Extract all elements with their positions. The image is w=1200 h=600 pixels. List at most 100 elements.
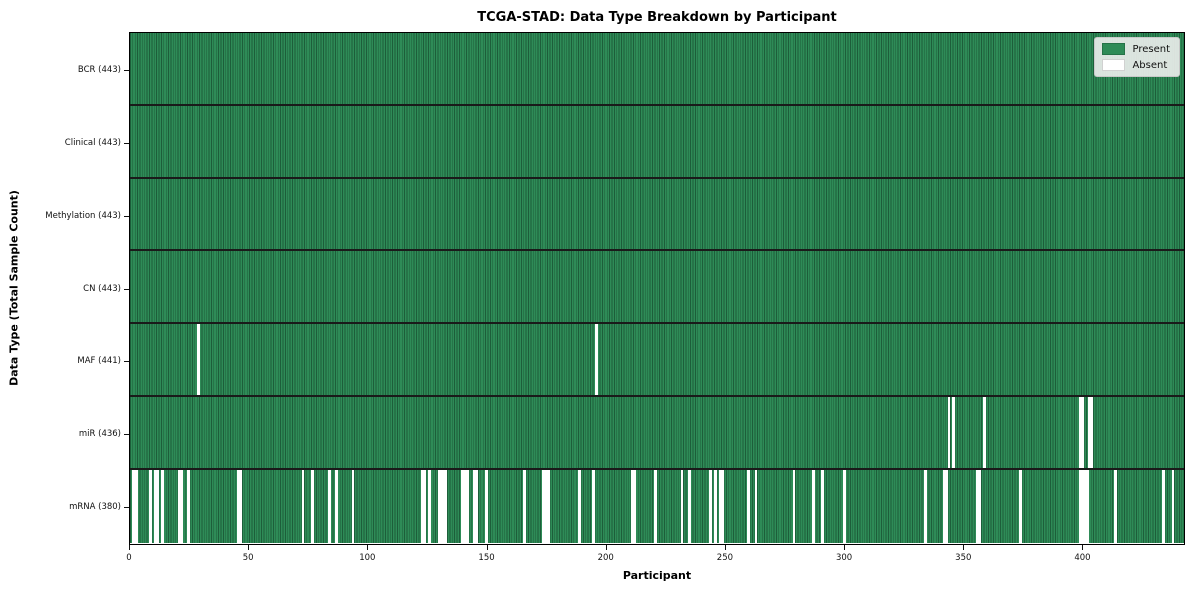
- absent-cell: [1019, 469, 1022, 543]
- absent-cell: [578, 469, 581, 543]
- absent-cell: [523, 469, 527, 543]
- x-tick-mark: [844, 545, 846, 550]
- x-tick-label-0: 0: [126, 553, 132, 563]
- y-tick-mark: [124, 434, 129, 436]
- absent-cell: [437, 469, 441, 543]
- x-tick-mark: [605, 545, 607, 550]
- absent-cell: [463, 469, 467, 543]
- absent-cell: [177, 469, 181, 543]
- absent-cell: [976, 469, 979, 543]
- absent-cell: [687, 469, 691, 543]
- absent-cell: [1114, 469, 1118, 543]
- y-tick-label-cn: CN (443): [83, 283, 121, 294]
- x-tick-label-300: 300: [835, 553, 853, 563]
- absent-cell: [547, 469, 550, 543]
- absent-cell: [132, 469, 136, 543]
- absent-cell: [718, 469, 722, 543]
- absent-cell: [542, 469, 546, 543]
- absent-cell: [420, 469, 424, 543]
- absent-cell: [187, 469, 190, 543]
- absent-cell: [1081, 469, 1084, 543]
- absent-cell: [423, 469, 426, 543]
- absent-cell: [680, 469, 684, 543]
- absent-cell: [754, 469, 758, 543]
- absent-cell: [427, 469, 431, 543]
- absent-cell: [1085, 469, 1089, 543]
- legend-item-absent: Absent: [1102, 59, 1170, 71]
- absent-cell: [442, 469, 446, 543]
- absent-cell: [952, 397, 956, 468]
- absent-cell: [351, 469, 355, 543]
- x-tick-label-50: 50: [242, 553, 254, 563]
- absent-cell: [842, 469, 846, 543]
- x-tick-mark: [129, 545, 130, 550]
- absent-cell: [156, 469, 159, 543]
- heatmap-row-mir: [130, 397, 1184, 470]
- legend-swatch-absent: [1102, 59, 1126, 71]
- absent-cell: [1088, 397, 1092, 468]
- y-tick-mark: [124, 506, 129, 508]
- absent-cell: [923, 469, 927, 543]
- x-tick-label-150: 150: [478, 553, 495, 563]
- legend: Present Absent: [1094, 37, 1180, 77]
- absent-cell: [160, 469, 164, 543]
- absent-cell: [1083, 469, 1087, 543]
- absent-cell: [134, 469, 138, 543]
- absent-cell: [978, 469, 982, 543]
- x-tick-label-350: 350: [955, 553, 972, 563]
- absent-cell: [544, 469, 548, 543]
- absent-cell: [475, 469, 479, 543]
- absent-cell: [1171, 469, 1175, 543]
- y-tick-mark: [124, 215, 129, 217]
- x-tick-mark: [963, 545, 965, 550]
- heatmap-row-clinical: [130, 105, 1184, 179]
- heatmap-row-mrna: [130, 469, 1184, 543]
- absent-cell: [1078, 397, 1082, 468]
- y-tick-label-mrna: mRNA (380): [69, 501, 121, 512]
- y-tick-mark: [124, 70, 129, 71]
- y-tick-label-mir: miR (436): [78, 429, 121, 440]
- x-tick-label-400: 400: [1074, 553, 1091, 563]
- absent-cell: [594, 324, 598, 396]
- absent-cell: [721, 469, 724, 543]
- absent-cell: [714, 469, 717, 543]
- absent-cell: [821, 469, 825, 543]
- legend-item-present: Present: [1102, 43, 1170, 55]
- legend-swatch-present: [1102, 43, 1126, 55]
- heatmap-plot-area: [129, 32, 1185, 545]
- absent-cell: [1078, 469, 1082, 543]
- x-tick-mark: [724, 545, 726, 550]
- heatmap-row-maf: [130, 324, 1184, 398]
- y-tick-label-maf: MAF (441): [77, 356, 121, 367]
- absent-cell: [942, 469, 946, 543]
- y-tick-mark: [124, 142, 129, 144]
- y-tick-label-clinical: Clinical (443): [64, 137, 121, 148]
- y-axis-title: Data Type (Total Sample Count): [7, 190, 21, 386]
- x-tick-label-250: 250: [716, 553, 734, 563]
- absent-cell: [461, 469, 465, 543]
- y-tick-label-methylation: Methylation (443): [45, 210, 121, 221]
- x-tick-label-100: 100: [359, 553, 376, 563]
- y-tick-mark: [124, 288, 129, 290]
- x-tick-mark: [367, 545, 369, 550]
- y-tick-label-bcr: BCR (443): [77, 65, 121, 75]
- heatmap-row-bcr: [130, 33, 1184, 106]
- absent-cell: [149, 469, 152, 543]
- heatmap-row-cn: [130, 251, 1184, 325]
- absent-cell: [444, 469, 448, 543]
- x-tick-mark: [1082, 545, 1084, 550]
- absent-cell: [237, 469, 241, 543]
- x-tick-label-200: 200: [597, 553, 614, 563]
- absent-cell: [811, 469, 815, 543]
- absent-cell: [654, 469, 658, 543]
- y-tick-mark: [124, 361, 129, 363]
- heatmap-row-methylation: [130, 178, 1184, 252]
- absent-cell: [327, 469, 331, 543]
- x-tick-mark: [486, 545, 488, 550]
- absent-cell: [947, 397, 951, 468]
- absent-cell: [1090, 397, 1094, 468]
- x-axis-title: Participant: [622, 569, 692, 582]
- absent-cell: [180, 469, 183, 543]
- absent-cell: [1081, 397, 1084, 468]
- absent-cell: [1162, 469, 1165, 543]
